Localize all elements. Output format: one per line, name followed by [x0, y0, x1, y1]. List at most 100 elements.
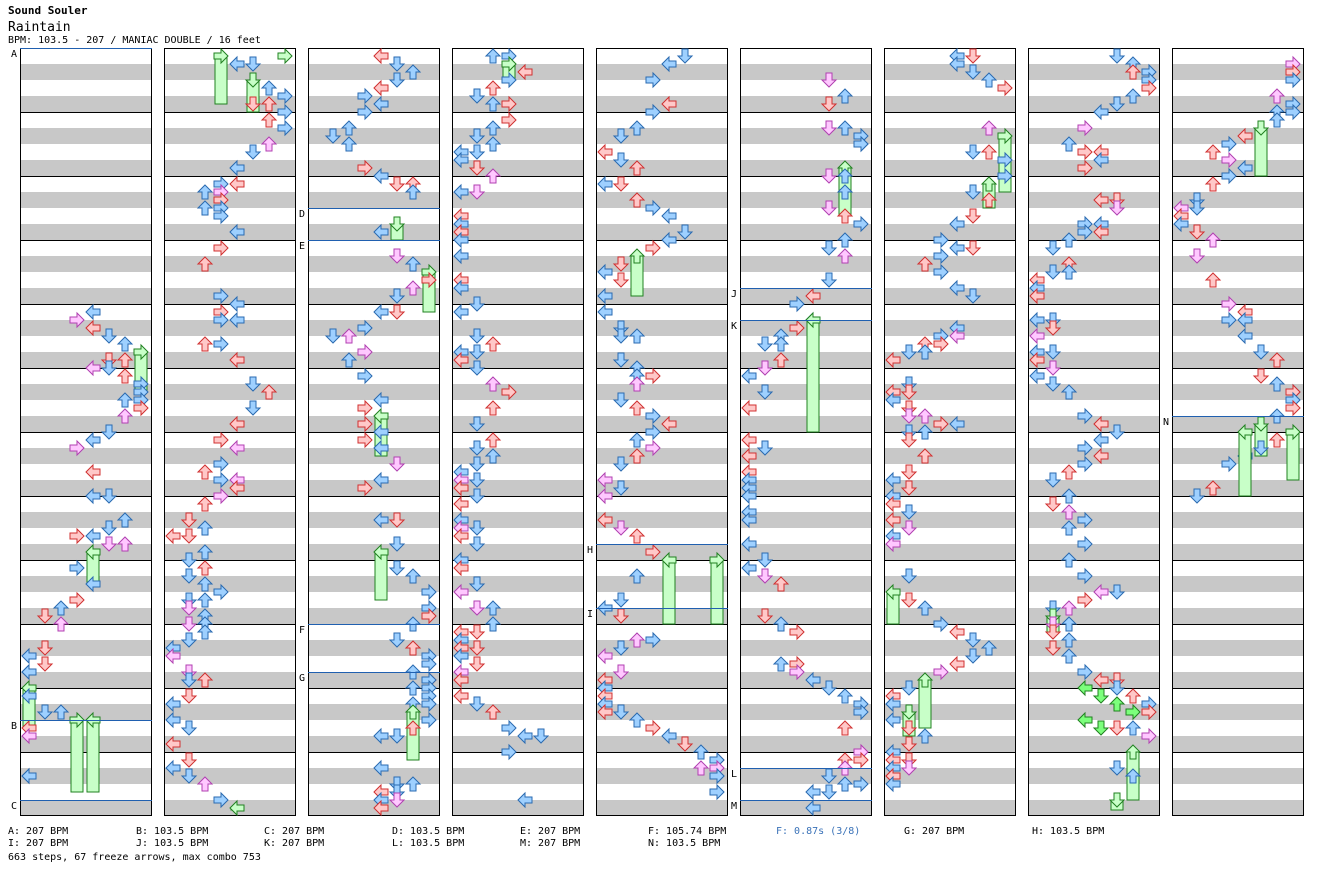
- step-arrow: [468, 600, 486, 616]
- step-arrow: [1268, 88, 1286, 104]
- step-arrow: [885, 391, 901, 409]
- step-arrow: [229, 175, 245, 193]
- step-arrow: [820, 96, 838, 112]
- step-arrow: [388, 792, 406, 808]
- step-arrow: [597, 511, 613, 529]
- step-arrow: [244, 400, 262, 416]
- step-arrow: [772, 336, 790, 352]
- bpm-change-i: I: 207 BPM: [8, 838, 69, 849]
- step-arrow: [116, 336, 134, 352]
- step-arrow: [900, 592, 918, 608]
- step-arrow: [900, 760, 918, 776]
- song-title: Raintain: [8, 20, 71, 35]
- step-arrow: [180, 768, 198, 784]
- step-arrow: [836, 88, 854, 104]
- step-arrow: [180, 616, 198, 632]
- step-arrow: [933, 263, 949, 281]
- step-arrow: [916, 424, 934, 440]
- step-arrow: [229, 223, 245, 241]
- bpm-change-a: A: 207 BPM: [8, 826, 69, 837]
- step-arrow: [1029, 287, 1045, 305]
- step-arrow: [196, 464, 214, 480]
- step-arrow: [357, 159, 373, 177]
- step-arrow: [373, 95, 389, 113]
- step-arrow: [1029, 327, 1045, 345]
- lane-column: [596, 48, 728, 816]
- step-arrow: [244, 56, 262, 72]
- freeze-arrow-head: [404, 704, 422, 720]
- step-arrow: [964, 144, 982, 160]
- step-arrow: [1077, 143, 1093, 161]
- step-arrow: [453, 479, 469, 497]
- step-arrow: [1141, 703, 1157, 721]
- step-arrow: [933, 335, 949, 353]
- step-arrow: [501, 743, 517, 761]
- step-arrow: [180, 688, 198, 704]
- step-arrow: [1252, 368, 1270, 384]
- step-arrow: [836, 120, 854, 136]
- freeze-arrow-head: [997, 127, 1013, 145]
- step-arrow: [1252, 344, 1270, 360]
- step-arrow: [900, 384, 918, 400]
- shock-arrow: [1125, 703, 1141, 721]
- freeze-arrow-head: [628, 248, 646, 264]
- freeze-arrow-head: [373, 543, 389, 561]
- step-arrow: [853, 751, 869, 769]
- step-arrow: [1077, 511, 1093, 529]
- step-arrow: [1221, 311, 1237, 329]
- step-arrow: [676, 48, 694, 64]
- step-arrow: [628, 632, 646, 648]
- step-arrow: [661, 95, 677, 113]
- step-arrow: [1221, 135, 1237, 153]
- step-arrow: [453, 151, 469, 169]
- step-arrow: [36, 704, 54, 720]
- step-arrow: [900, 432, 918, 448]
- step-arrow: [1268, 112, 1286, 128]
- step-arrow: [404, 280, 422, 296]
- chart-stats: 663 steps, 67 freeze arrows, max combo 7…: [8, 852, 261, 863]
- step-arrow: [388, 456, 406, 472]
- step-arrow: [180, 528, 198, 544]
- shock-arrow: [1108, 696, 1126, 712]
- step-arrow: [404, 776, 422, 792]
- step-arrow: [964, 632, 982, 648]
- step-arrow: [949, 415, 965, 433]
- step-arrow: [116, 408, 134, 424]
- step-arrow: [772, 616, 790, 632]
- freeze-arrow-body: [70, 719, 84, 793]
- step-arrow: [1044, 376, 1062, 392]
- step-arrow: [69, 527, 85, 545]
- step-arrow: [1029, 311, 1045, 329]
- step-arrow: [357, 367, 373, 385]
- step-arrow: [1204, 480, 1222, 496]
- step-arrow: [805, 799, 821, 817]
- step-arrow: [1221, 167, 1237, 185]
- step-arrow: [532, 728, 550, 744]
- step-arrow: [1124, 688, 1142, 704]
- step-arrow: [916, 408, 934, 424]
- step-arrow: [597, 703, 613, 721]
- step-arrow: [52, 616, 70, 632]
- step-arrow: [741, 447, 757, 465]
- step-arrow: [229, 55, 245, 73]
- bpm-change-g: G: 207 BPM: [904, 826, 965, 837]
- step-arrow: [900, 568, 918, 584]
- freeze-arrow-head: [244, 72, 262, 88]
- step-arrow: [1060, 264, 1078, 280]
- step-arrow: [501, 383, 517, 401]
- step-arrow: [388, 632, 406, 648]
- step-arrow: [388, 728, 406, 744]
- step-arrow: [612, 480, 630, 496]
- step-arrow: [612, 352, 630, 368]
- step-arrow: [196, 184, 214, 200]
- step-arrow: [1029, 351, 1045, 369]
- step-arrow: [501, 95, 517, 113]
- step-arrow: [421, 607, 437, 625]
- step-arrow: [820, 272, 838, 288]
- step-arrow: [916, 600, 934, 616]
- step-arrow: [756, 608, 774, 624]
- step-arrow: [357, 103, 373, 121]
- step-arrow: [805, 287, 821, 305]
- bpm-change-e: E: 207 BPM: [520, 826, 581, 837]
- step-arrow: [468, 488, 486, 504]
